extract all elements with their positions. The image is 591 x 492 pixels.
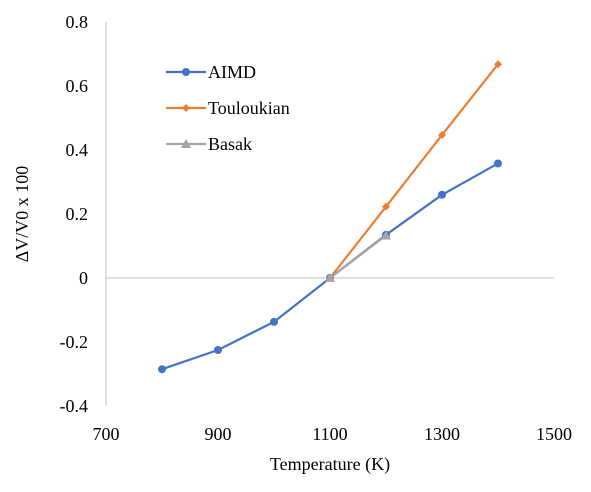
series-touloukian	[326, 60, 502, 282]
series-aimd	[158, 159, 502, 374]
data-point-basak	[325, 273, 335, 282]
x-tick-label: 1300	[424, 424, 460, 444]
y-tick-label: 0.4	[66, 140, 89, 160]
x-tick-label: 1100	[312, 424, 347, 444]
legend-label: Touloukian	[208, 98, 290, 118]
y-tick-label: 0.6	[66, 76, 89, 96]
y-tick-label: 0	[79, 268, 88, 288]
data-point-aimd	[494, 159, 502, 168]
y-tick-label: 0.2	[66, 204, 89, 224]
legend-marker	[181, 139, 191, 148]
data-point-aimd	[270, 317, 278, 326]
data-point-aimd	[438, 190, 446, 199]
legend-marker	[182, 104, 190, 112]
series-basak	[325, 230, 391, 282]
x-tick-label: 1500	[536, 424, 572, 444]
x-tick-label: 700	[93, 424, 120, 444]
legend-marker	[182, 68, 190, 76]
data-point-touloukian	[494, 60, 502, 69]
x-axis-title: Temperature (K)	[270, 454, 390, 475]
legend-label: AIMD	[208, 62, 256, 82]
data-point-basak	[381, 230, 391, 240]
y-tick-label: -0.4	[60, 396, 89, 416]
series-line-touloukian	[329, 63, 499, 279]
y-tick-labels: -0.4 -0.2 0 0.2 0.4 0.6 0.8	[60, 12, 89, 416]
series-line-aimd	[161, 162, 499, 371]
y-tick-label: -0.2	[60, 332, 89, 352]
legend-item-basak: Basak	[166, 134, 252, 154]
series-group	[158, 60, 502, 374]
legend-label: Basak	[208, 134, 252, 154]
x-tick-labels: 700 900 1100 1300 1500	[93, 424, 573, 444]
x-tick-label: 900	[205, 424, 232, 444]
y-axis-title: ΔV/V0 x 100	[12, 166, 32, 263]
data-point-aimd	[214, 346, 222, 354]
y-tick-label: 0.8	[66, 12, 89, 32]
legend-item-aimd: AIMD	[166, 62, 256, 82]
data-point-touloukian	[382, 202, 390, 211]
data-point-touloukian	[438, 130, 446, 139]
data-point-aimd	[158, 365, 166, 374]
legend: AIMD Touloukian Basak	[166, 62, 290, 154]
series-line-basak	[329, 234, 387, 279]
legend-item-touloukian: Touloukian	[166, 98, 290, 118]
